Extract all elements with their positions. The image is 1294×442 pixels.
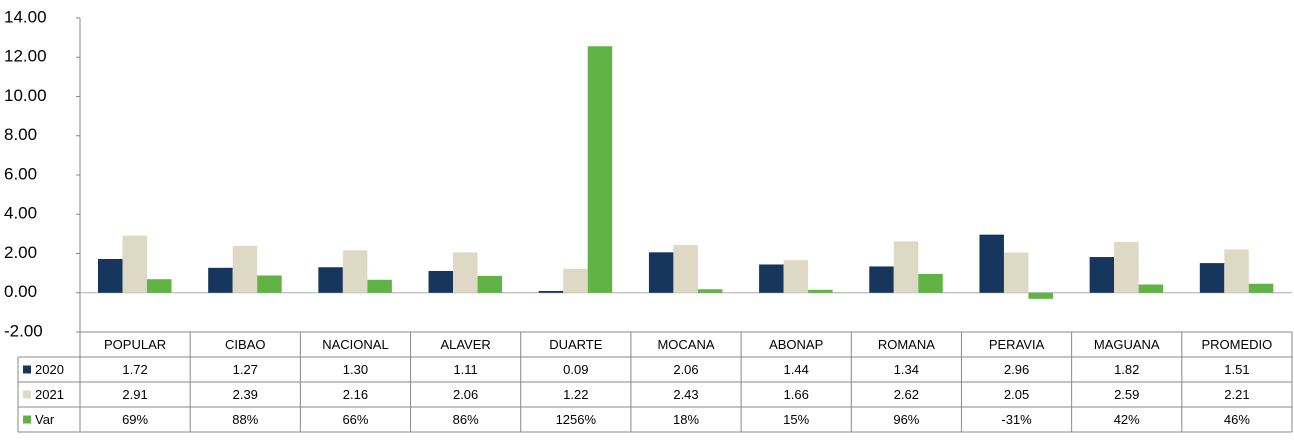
bar [869,266,894,293]
table-value: 2.06 [453,387,478,402]
y-tick-label: 12.00 [4,47,47,66]
bar [759,264,784,293]
bar [673,245,698,293]
table-value: 1.22 [563,387,588,402]
table-value: 1.27 [233,362,258,377]
bar [538,290,564,293]
bar [98,258,123,293]
bar [1028,292,1053,299]
x-tick-label: NACIONAL [322,337,388,352]
x-tick-label: PROMEDIO [1202,337,1273,352]
table-value: 1.51 [1224,362,1249,377]
bar [1089,257,1115,293]
table-value: 69% [122,412,148,427]
table-value: 1.82 [1114,362,1139,377]
x-tick-label: DUARTE [549,337,603,352]
bar [318,267,343,293]
bar [208,267,233,293]
bar [1199,263,1225,293]
table-value: 1256% [556,412,597,427]
legend-swatch [23,365,31,374]
table-value: -31% [1001,412,1032,427]
legend-label: Var [35,412,55,427]
table-value: 2.62 [894,387,919,402]
table-value: 1.66 [784,387,809,402]
table-value: 0.09 [563,362,588,377]
x-tick-label: ROMANA [878,337,935,352]
x-tick-label: POPULAR [104,337,166,352]
legend-label: 2020 [35,362,64,377]
table-value: 88% [232,412,258,427]
bar [367,279,392,293]
table-value: 46% [1224,412,1250,427]
table-value: 1.72 [122,362,147,377]
y-tick-label: 8.00 [4,125,37,144]
table-value: 15% [783,412,809,427]
table-value: 2.06 [673,362,698,377]
y-tick-label: 6.00 [4,164,37,183]
bar [1003,252,1029,293]
y-tick-label: -2.00 [4,321,43,340]
bar [147,279,172,293]
table-value: 2.05 [1004,387,1029,402]
table-value: 2.43 [673,387,698,402]
bar [587,46,613,293]
bar [257,275,282,293]
table-value: 18% [673,412,699,427]
table-value: 2.91 [122,387,147,402]
table-value: 1.34 [894,362,919,377]
table-value: 2.39 [233,387,258,402]
x-tick-label: ALAVER [440,337,490,352]
bar [342,250,368,293]
bar [563,268,588,293]
bar [232,245,258,293]
x-tick-label: CIBAO [225,337,265,352]
x-tick-label: PERAVIA [989,337,1045,352]
table-value: 2.96 [1004,362,1029,377]
table-value: 2.59 [1114,387,1139,402]
bar [697,289,723,293]
table-value: 86% [453,412,479,427]
bar [918,273,943,293]
table-value: 1.44 [784,362,809,377]
table-value: 42% [1114,412,1140,427]
bar [1138,284,1164,293]
table-value: 2.21 [1224,387,1249,402]
bar [453,252,478,293]
bar [477,275,503,293]
legend-swatch [23,390,31,399]
bar [1248,283,1274,293]
bar [808,289,833,293]
x-tick-label: MAGUANA [1094,337,1160,352]
y-tick-label: 14.00 [4,7,47,26]
bar [428,270,454,293]
bar [122,235,147,293]
bar [783,260,809,293]
y-tick-label: 10.00 [4,86,47,105]
table-value: 96% [893,412,919,427]
bar [1224,249,1249,293]
table-value: 2.16 [343,387,368,402]
table-value: 66% [342,412,368,427]
y-tick-label: 2.00 [4,243,37,262]
table-value: 1.11 [453,362,477,377]
x-tick-label: ABONAP [769,337,823,352]
bar [893,241,919,293]
y-tick-label: 0.00 [4,282,37,301]
y-tick-label: 4.00 [4,204,37,223]
legend-label: 2021 [35,387,64,402]
bar [648,252,674,293]
bar [979,234,1004,293]
bar [1114,241,1139,293]
x-tick-label: MOCANA [657,337,714,352]
table-value: 1.30 [343,362,368,377]
legend-swatch [23,415,31,424]
